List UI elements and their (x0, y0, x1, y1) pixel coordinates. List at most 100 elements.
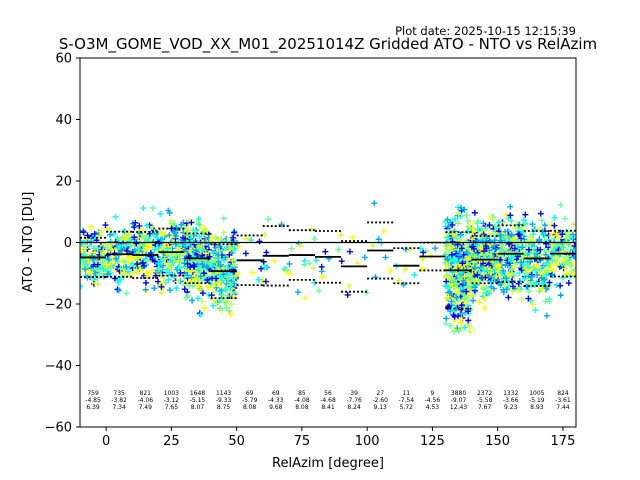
data-point (461, 324, 468, 331)
data-point (465, 308, 472, 315)
data-point (557, 201, 564, 208)
bin-mean-label: -3.82 (111, 397, 127, 404)
data-point (296, 242, 303, 249)
data-point (196, 245, 203, 252)
data-point (471, 253, 478, 260)
data-point (481, 305, 488, 312)
data-point (134, 246, 141, 253)
bin-count-label: 85 (298, 390, 306, 397)
data-point (515, 231, 522, 238)
data-point (172, 235, 179, 242)
data-point (509, 287, 516, 294)
data-point (490, 285, 497, 292)
bin-std-label: 7.49 (139, 404, 153, 411)
data-point (228, 301, 235, 308)
data-point (204, 227, 211, 234)
data-point (226, 251, 233, 258)
data-point (223, 297, 230, 304)
data-point (497, 232, 504, 239)
bin-std-label: 8.24 (347, 404, 361, 411)
data-point (505, 294, 512, 301)
data-point (157, 236, 164, 243)
data-point (527, 240, 534, 247)
data-point (194, 295, 201, 302)
data-point (142, 286, 149, 293)
data-point (455, 210, 462, 217)
data-point (92, 280, 99, 287)
chart-title: S-O3M_GOME_VOD_XX_M01_20251014Z Gridded … (59, 35, 597, 54)
x-axis-label: RelAzim [degree] (272, 456, 384, 471)
data-point (166, 269, 173, 276)
data-point (122, 242, 129, 249)
data-point (442, 243, 449, 250)
data-point (194, 240, 201, 247)
data-point (495, 261, 502, 268)
data-point (456, 261, 463, 268)
data-point (572, 247, 576, 254)
data-point (132, 219, 139, 226)
data-point (514, 287, 521, 294)
bin-count-label: 2372 (477, 390, 492, 397)
data-point (215, 258, 222, 265)
data-point (223, 280, 230, 287)
x-tick-label: 175 (551, 434, 576, 449)
data-point (522, 249, 529, 256)
data-point (516, 258, 523, 265)
bin-std-label: 9.23 (504, 404, 518, 411)
data-point (154, 278, 161, 285)
data-point (443, 315, 450, 322)
bin-mean-label: -3.61 (555, 397, 571, 404)
data-point (187, 264, 194, 271)
data-point (458, 204, 465, 211)
data-point (226, 308, 233, 315)
data-point (338, 258, 345, 265)
data-point (458, 302, 465, 309)
bin-count-labels: 759-4.856.39 735-3.827.34 821-4.067.49 1003… (85, 390, 571, 411)
data-point (533, 262, 540, 269)
data-point (349, 234, 356, 241)
data-point (158, 289, 165, 296)
data-point (502, 261, 509, 268)
bin-mean-label: -4.56 (425, 397, 441, 404)
data-point (145, 244, 152, 251)
data-point (560, 257, 567, 264)
data-point (217, 262, 224, 269)
data-point (459, 255, 466, 262)
data-point (113, 255, 120, 262)
data-point (131, 247, 138, 254)
data-point (572, 269, 576, 276)
data-point (447, 322, 454, 329)
data-point (261, 231, 268, 238)
data-point (278, 221, 285, 228)
data-point (495, 228, 502, 235)
data-point (125, 268, 132, 275)
data-point (508, 266, 515, 273)
data-point (455, 312, 462, 319)
data-point (525, 246, 532, 253)
data-point (199, 290, 206, 297)
data-point (559, 261, 566, 268)
data-point (563, 233, 570, 240)
data-point (518, 296, 525, 303)
bin-count-label: 1003 (164, 390, 179, 397)
data-point (143, 222, 150, 229)
data-point (511, 272, 518, 279)
x-tick-label: 150 (485, 434, 510, 449)
bin-std-label: 4.53 (426, 404, 440, 411)
data-point (156, 240, 163, 247)
bin-count-label: 9 (431, 390, 435, 397)
data-point (541, 222, 548, 229)
data-point (120, 269, 127, 276)
data-point (508, 257, 515, 264)
data-point (518, 235, 525, 242)
bin-count-label: 759 (87, 390, 99, 397)
data-point (557, 282, 564, 289)
data-point (497, 256, 504, 263)
data-point (535, 238, 542, 245)
data-point (213, 275, 220, 282)
data-point (459, 260, 466, 267)
data-point (453, 235, 460, 242)
data-point (474, 225, 481, 232)
data-point (529, 273, 536, 280)
data-point (94, 245, 101, 252)
